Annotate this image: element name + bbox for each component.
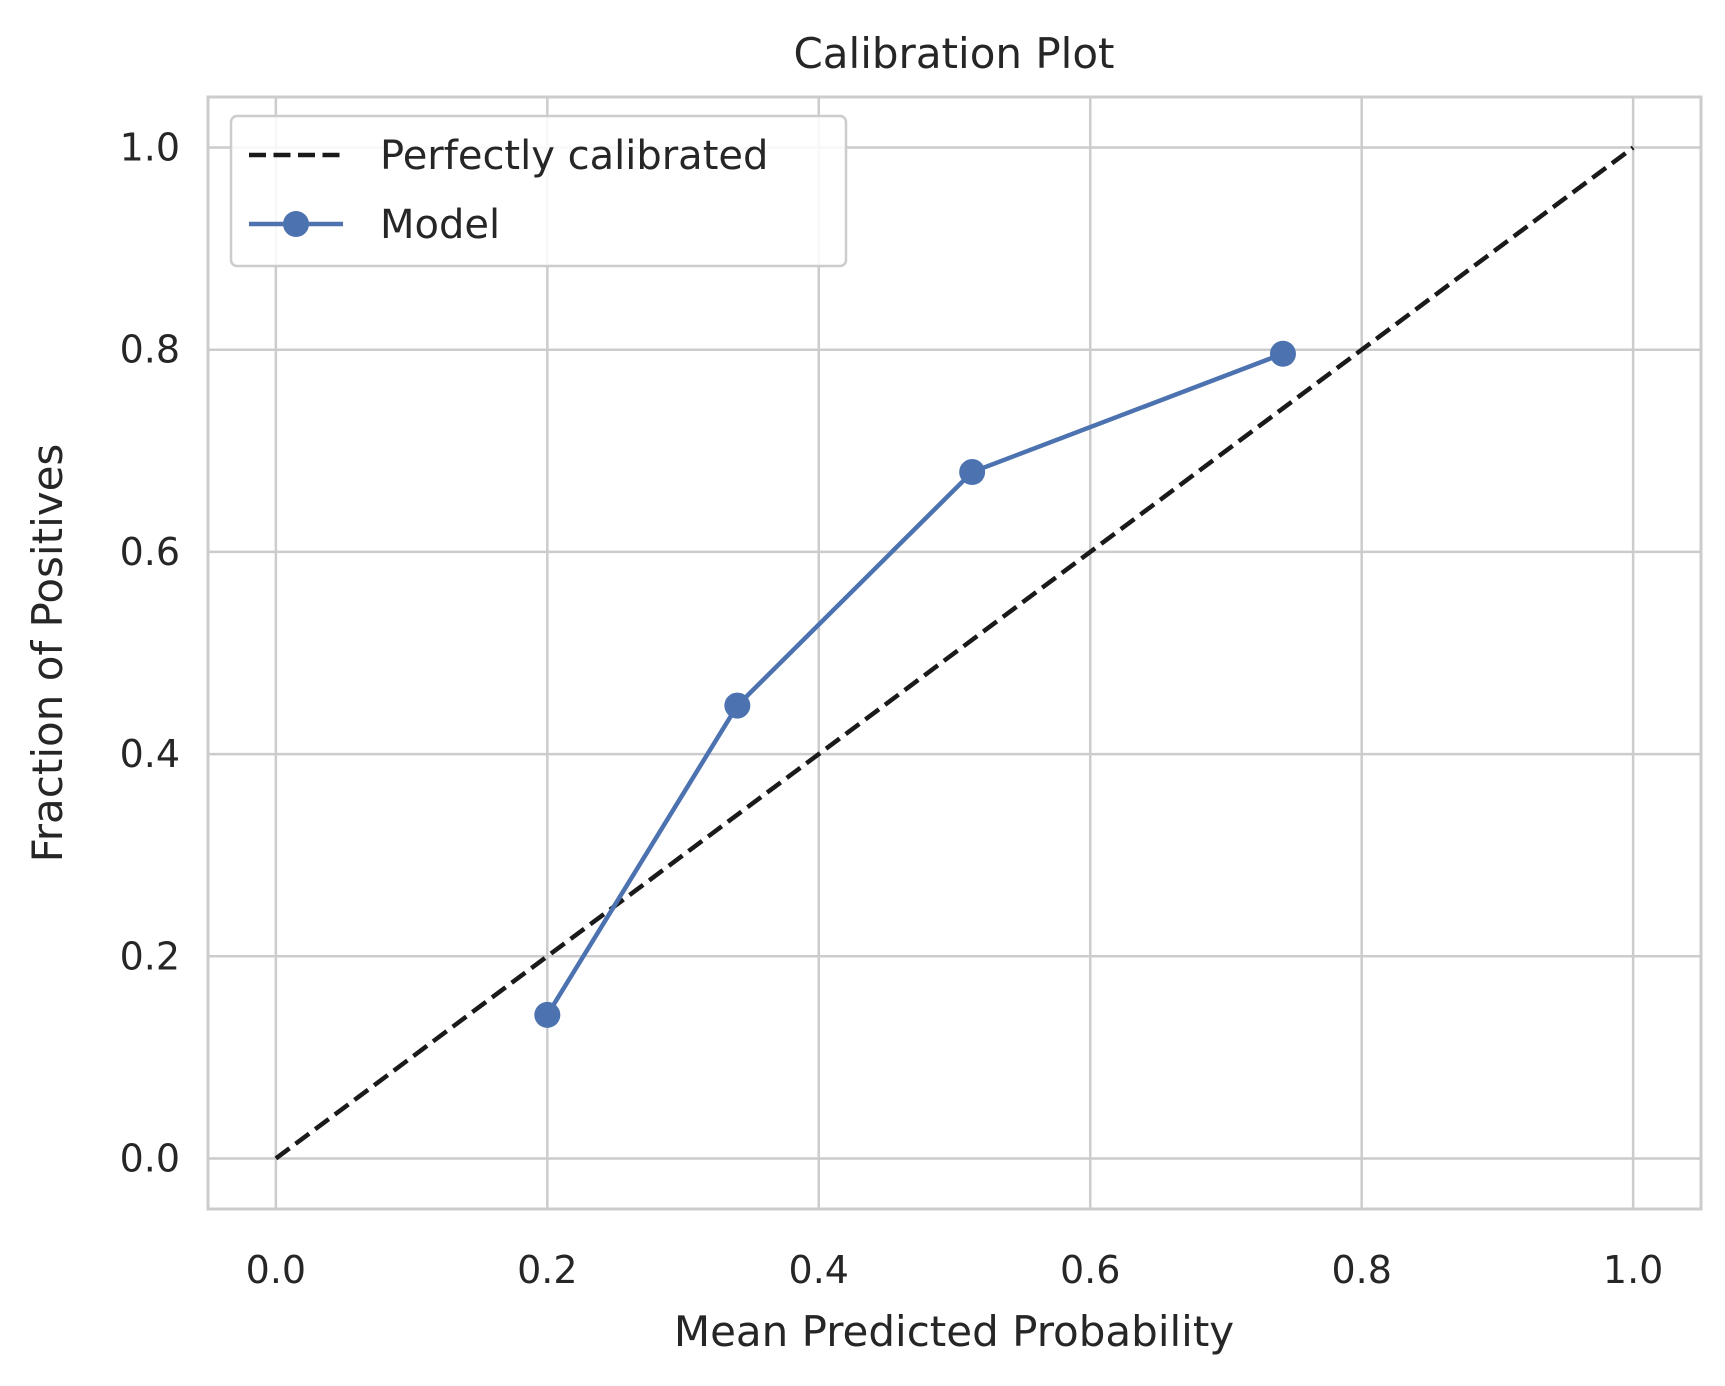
y-tick-label: 0.4 bbox=[120, 732, 180, 776]
x-tick-label: 0.4 bbox=[789, 1248, 849, 1292]
x-tick-label: 0.0 bbox=[246, 1248, 306, 1292]
x-tick-labels: 0.0 0.2 0.4 0.6 0.8 1.0 bbox=[246, 1248, 1664, 1292]
legend-marker-model bbox=[283, 211, 309, 237]
data-point-model bbox=[724, 692, 751, 719]
series-layer bbox=[274, 145, 1635, 1161]
legend-label-perfectly-calibrated: Perfectly calibrated bbox=[380, 133, 768, 179]
legend: Perfectly calibrated Model bbox=[229, 114, 848, 268]
y-tick-label: 0.2 bbox=[120, 934, 180, 978]
data-point-model bbox=[959, 459, 986, 486]
chart-title: Calibration Plot bbox=[793, 29, 1114, 78]
y-tick-label: 0.8 bbox=[120, 328, 180, 372]
x-tick-label: 1.0 bbox=[1603, 1248, 1663, 1292]
plot-frame bbox=[206, 95, 1703, 1211]
series-line-perfectly-calibrated bbox=[274, 145, 1635, 1161]
legend-label-model: Model bbox=[380, 202, 500, 248]
y-tick-label: 1.0 bbox=[120, 126, 180, 170]
y-axis-title: Fraction of Positives bbox=[23, 444, 72, 863]
legend-box bbox=[229, 114, 848, 268]
y-tick-label: 0.6 bbox=[120, 530, 180, 574]
x-tick-label: 0.2 bbox=[517, 1248, 577, 1292]
data-point-model bbox=[534, 1001, 561, 1028]
series-line-model bbox=[545, 351, 1284, 1017]
y-tick-labels: 0.0 0.2 0.4 0.6 0.8 1.0 bbox=[120, 126, 180, 1181]
grid bbox=[208, 97, 1701, 1209]
data-point-model bbox=[1269, 340, 1296, 367]
x-tick-label: 0.6 bbox=[1060, 1248, 1120, 1292]
x-tick-label: 0.8 bbox=[1331, 1248, 1391, 1292]
y-tick-label: 0.0 bbox=[120, 1136, 180, 1180]
x-axis-title: Mean Predicted Probability bbox=[674, 1307, 1234, 1356]
